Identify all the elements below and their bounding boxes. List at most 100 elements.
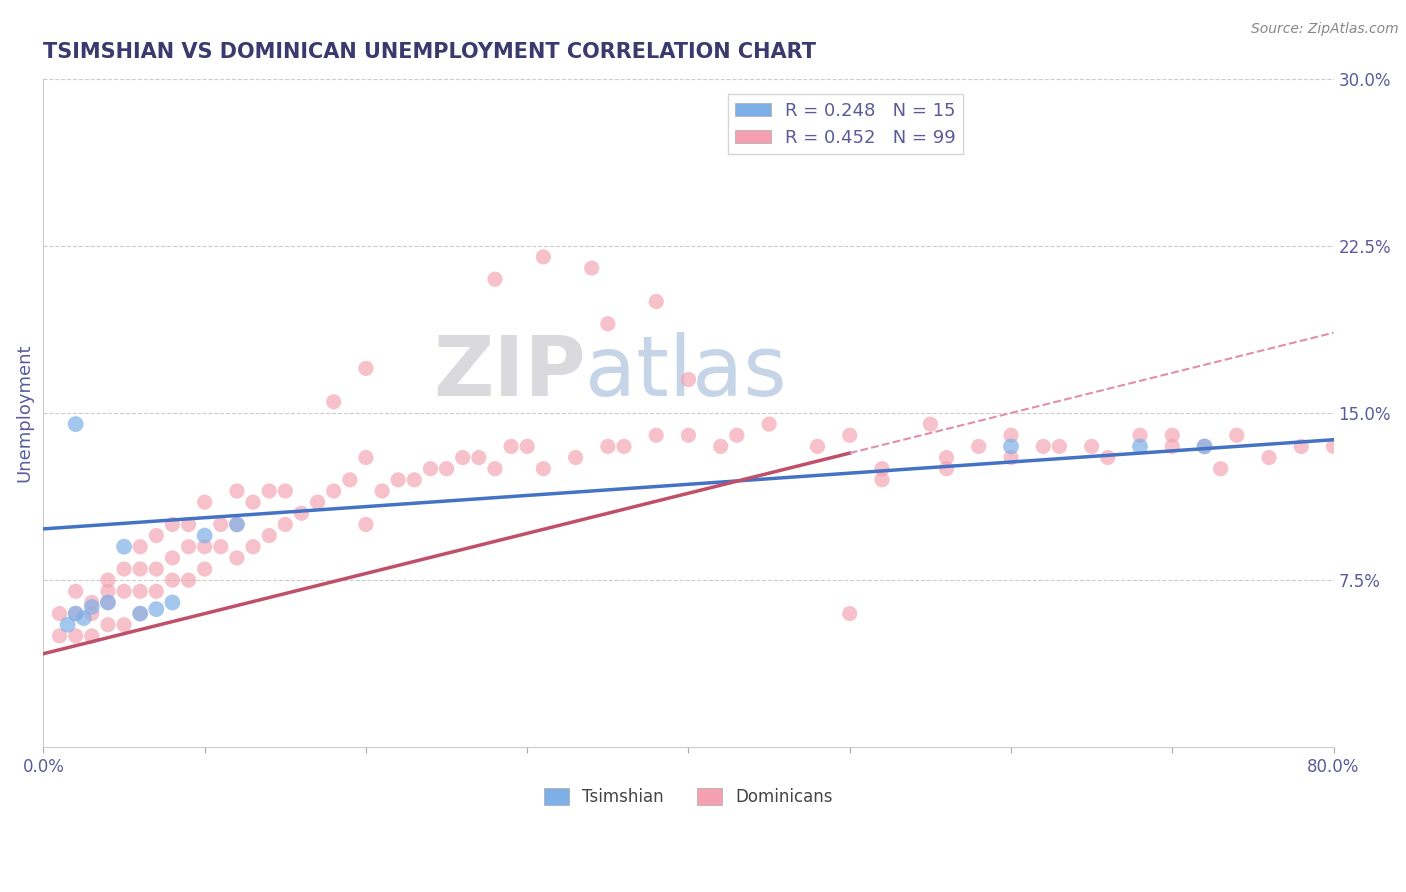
Point <box>226 550 249 565</box>
Point <box>1032 439 1054 453</box>
Point <box>129 607 152 621</box>
Point <box>162 517 184 532</box>
Point <box>65 607 87 621</box>
Point <box>322 483 344 498</box>
Point <box>307 495 329 509</box>
Point <box>596 439 619 453</box>
Point <box>1129 439 1152 453</box>
Point <box>194 540 217 554</box>
Point <box>838 607 860 621</box>
Point <box>177 517 200 532</box>
Point <box>322 394 344 409</box>
Point <box>73 611 96 625</box>
Point <box>499 439 522 453</box>
Point <box>112 584 135 599</box>
Point <box>145 562 167 576</box>
Point <box>162 573 184 587</box>
Point <box>645 428 668 442</box>
Point <box>1000 428 1022 442</box>
Point <box>97 584 120 599</box>
Point <box>226 517 249 532</box>
Point <box>242 540 264 554</box>
Point <box>935 450 957 465</box>
Point <box>80 599 103 614</box>
Point <box>468 450 491 465</box>
Point <box>870 461 893 475</box>
Point <box>1226 428 1249 442</box>
Point <box>80 607 103 621</box>
Point <box>65 584 87 599</box>
Point <box>354 450 377 465</box>
Point <box>65 629 87 643</box>
Point <box>1047 439 1070 453</box>
Point <box>129 540 152 554</box>
Point <box>97 595 120 609</box>
Point <box>935 461 957 475</box>
Point <box>56 617 79 632</box>
Point <box>97 595 120 609</box>
Point <box>1129 428 1152 442</box>
Point <box>710 439 733 453</box>
Point <box>194 528 217 542</box>
Text: TSIMSHIAN VS DOMINICAN UNEMPLOYMENT CORRELATION CHART: TSIMSHIAN VS DOMINICAN UNEMPLOYMENT CORR… <box>44 42 817 62</box>
Point <box>451 450 474 465</box>
Point <box>564 450 586 465</box>
Point <box>920 417 942 431</box>
Point <box>257 483 280 498</box>
Point <box>1322 439 1344 453</box>
Point <box>838 428 860 442</box>
Point <box>290 506 312 520</box>
Point <box>65 417 87 431</box>
Point <box>177 540 200 554</box>
Point <box>48 607 70 621</box>
Point <box>194 495 217 509</box>
Point <box>1209 461 1232 475</box>
Point <box>162 550 184 565</box>
Point <box>1161 428 1184 442</box>
Point <box>65 607 87 621</box>
Point <box>97 617 120 632</box>
Text: Source: ZipAtlas.com: Source: ZipAtlas.com <box>1251 22 1399 37</box>
Y-axis label: Unemployment: Unemployment <box>15 343 32 483</box>
Point <box>145 602 167 616</box>
Point <box>257 528 280 542</box>
Point <box>581 261 603 276</box>
Point <box>484 461 506 475</box>
Text: ZIP: ZIP <box>433 333 585 413</box>
Point <box>484 272 506 286</box>
Point <box>48 629 70 643</box>
Point <box>194 562 217 576</box>
Point <box>516 439 538 453</box>
Point <box>531 461 554 475</box>
Point <box>1258 450 1281 465</box>
Point <box>678 372 700 386</box>
Point <box>80 595 103 609</box>
Text: atlas: atlas <box>585 333 787 413</box>
Point <box>129 584 152 599</box>
Point <box>97 573 120 587</box>
Point <box>80 629 103 643</box>
Point <box>1161 439 1184 453</box>
Point <box>531 250 554 264</box>
Point <box>112 617 135 632</box>
Point <box>129 607 152 621</box>
Point <box>419 461 441 475</box>
Point <box>967 439 990 453</box>
Point <box>596 317 619 331</box>
Point <box>145 528 167 542</box>
Point <box>177 573 200 587</box>
Point <box>613 439 636 453</box>
Point <box>354 361 377 376</box>
Point <box>242 495 264 509</box>
Point <box>404 473 426 487</box>
Point <box>129 562 152 576</box>
Point <box>274 483 297 498</box>
Point <box>645 294 668 309</box>
Point <box>1194 439 1216 453</box>
Point <box>112 562 135 576</box>
Point <box>678 428 700 442</box>
Point <box>1194 439 1216 453</box>
Point <box>436 461 458 475</box>
Point <box>226 483 249 498</box>
Point <box>162 595 184 609</box>
